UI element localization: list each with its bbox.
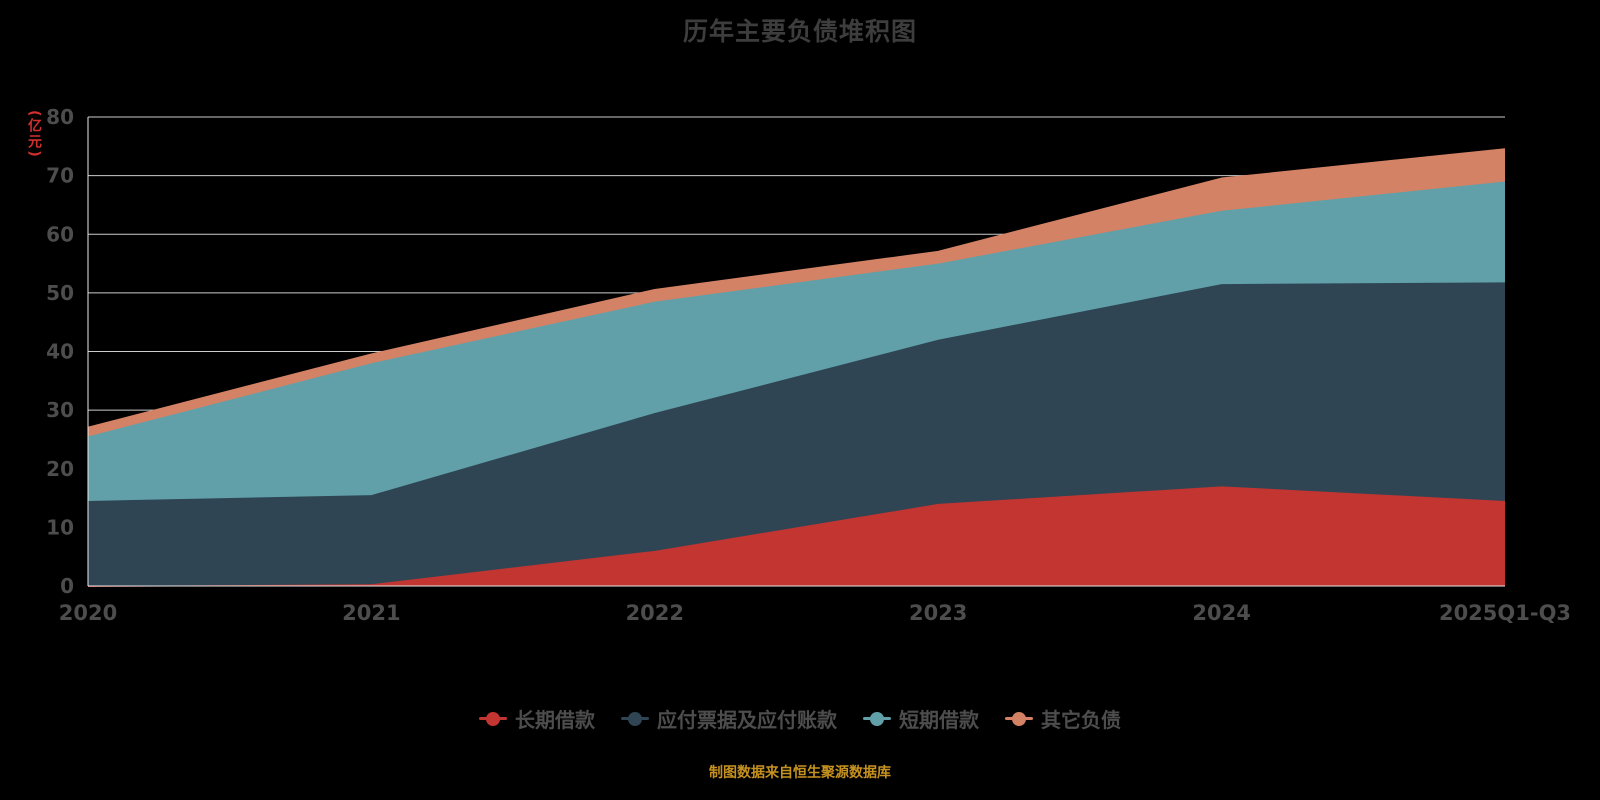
y-tick-label: 10 (46, 515, 74, 539)
legend-label: 长期借款 (515, 708, 595, 732)
legend-item-long-term-loans[interactable]: 长期借款 (479, 704, 595, 733)
area-short-term-loans (88, 181, 1505, 501)
legend-dot-glyph (1012, 711, 1026, 726)
chart-legend: 长期借款 应付票据及应付账款 短期借款 其它负债 (0, 704, 1600, 733)
legend-dot-glyph (486, 711, 500, 726)
legend-label: 应付票据及应付账款 (657, 708, 837, 732)
legend-marker-icon (1005, 711, 1033, 726)
chart-title: 历年主要负债堆积图 (682, 17, 917, 46)
legend-marker-icon (621, 711, 649, 726)
area-long-term-loans (88, 486, 1505, 586)
x-tick-label: 2020 (59, 601, 117, 625)
line-other-liabilities (87, 148, 1506, 429)
legend-marker-icon (479, 711, 507, 726)
stacked-area-chart[interactable]: 0 10 20 30 40 50 60 70 80 2020 2021 2022 2023 2024 202… (0, 0, 1600, 660)
y-tick-label: 60 (46, 222, 74, 246)
y-tick-label: 40 (46, 340, 74, 364)
x-tick-label: 2023 (909, 601, 967, 625)
y-tick-label: 0 (60, 574, 74, 598)
y-tick-label: 50 (46, 281, 74, 305)
y-tick-label: 70 (46, 164, 74, 188)
legend-label: 其它负债 (1041, 708, 1121, 732)
area-notes-and-accounts-payable (88, 282, 1505, 586)
legend-marker-icon (863, 711, 891, 726)
legend-dot-glyph (628, 711, 642, 726)
area-other-liabilities (88, 149, 1505, 437)
x-tick-label: 2024 (1192, 601, 1250, 625)
x-tick-label: 2025Q1-Q3 (1439, 601, 1571, 625)
legend-item-other-liabilities[interactable]: 其它负债 (1005, 704, 1121, 733)
data-source-note: 制图数据来自恒生聚源数据库 (709, 765, 891, 781)
legend-dot-glyph (870, 711, 884, 726)
y-tick-label: 80 (46, 105, 74, 129)
y-tick-label: 30 (46, 398, 74, 422)
x-tick-label: 2022 (626, 601, 684, 625)
legend-item-short-term-loans[interactable]: 短期借款 (863, 704, 979, 733)
y-axis-unit-label: (亿元) (26, 110, 42, 159)
y-tick-label: 20 (46, 457, 74, 481)
legend-item-notes-and-accounts-payable[interactable]: 应付票据及应付账款 (621, 704, 837, 733)
x-tick-label: 2021 (342, 601, 400, 625)
legend-label: 短期借款 (899, 708, 979, 732)
